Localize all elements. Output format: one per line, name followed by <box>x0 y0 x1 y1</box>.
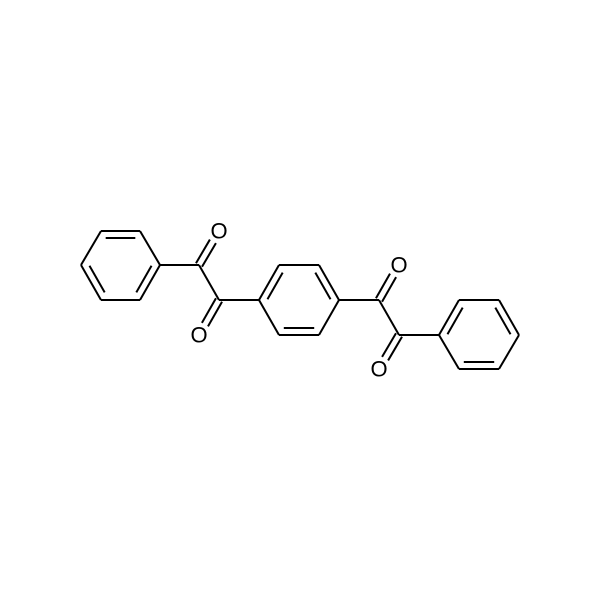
bond <box>202 298 216 323</box>
bond <box>382 333 396 357</box>
bond <box>196 240 210 264</box>
molecule-diagram: O O O O <box>0 0 600 600</box>
bond <box>379 300 399 335</box>
bond <box>202 243 216 267</box>
bond <box>140 231 160 265</box>
bond <box>388 337 402 361</box>
bond <box>495 308 510 335</box>
bond <box>81 231 101 265</box>
bond <box>259 300 279 335</box>
bond <box>89 266 104 293</box>
bond <box>136 266 151 293</box>
oxygen-atom-label: O <box>190 323 207 348</box>
oxygen-atom-label: O <box>370 357 387 382</box>
oxygen-atom-label: O <box>390 253 407 278</box>
bond <box>499 335 519 369</box>
bond <box>319 300 339 335</box>
bond <box>382 277 396 302</box>
oxygen-atom-label: O <box>210 219 227 244</box>
bond <box>208 302 222 327</box>
bond <box>376 274 390 299</box>
bond <box>199 265 219 300</box>
bond <box>267 273 282 300</box>
bond <box>439 335 459 369</box>
bond <box>447 308 462 335</box>
bond <box>315 273 330 300</box>
